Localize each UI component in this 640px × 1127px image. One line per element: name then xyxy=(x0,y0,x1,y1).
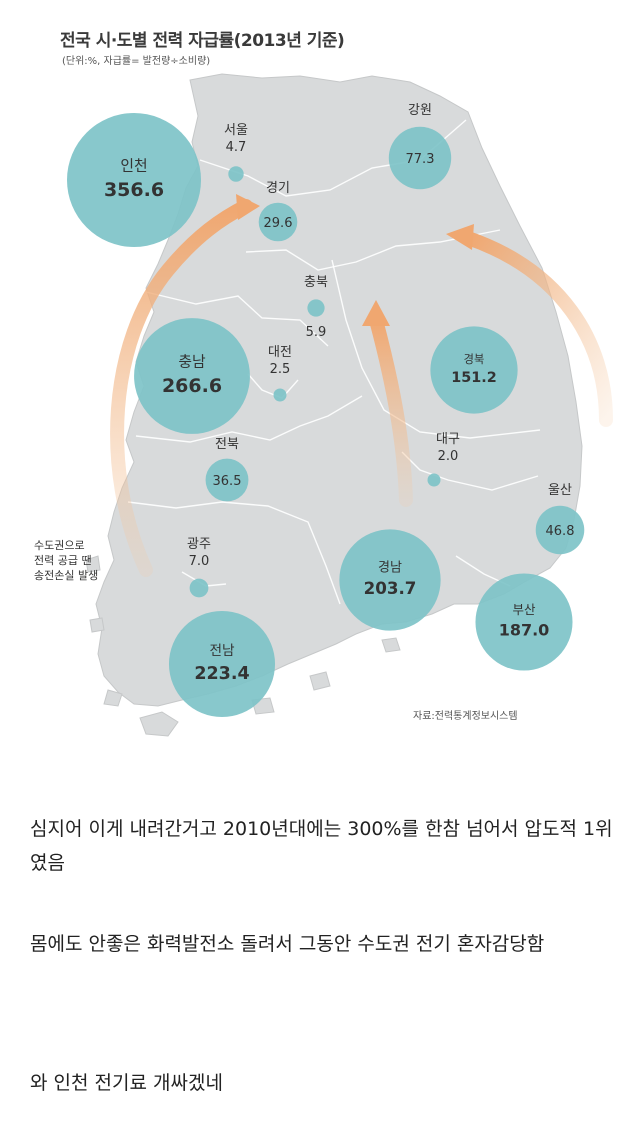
data-label: 223.4 xyxy=(194,664,249,684)
bubble-전북 xyxy=(205,458,249,502)
region-label: 전남 xyxy=(209,643,235,659)
chart-subtitle: (단위:%, 자급률= 발전량÷소비량) xyxy=(62,56,211,67)
bubble-인천 xyxy=(67,113,201,247)
region-label: 강원 xyxy=(408,103,432,118)
transmission-loss-note: 수도권으로 전력 공급 땐 송전손실 발생 xyxy=(34,538,98,583)
bubble-경기 xyxy=(258,202,298,242)
bubble-경북 xyxy=(430,326,518,414)
island xyxy=(103,689,123,707)
data-label: 77.3 xyxy=(406,152,435,167)
chart-title: 전국 시·도별 전력 자급률(2013년 기준) xyxy=(60,31,345,51)
bubble-강원 xyxy=(388,126,452,190)
island xyxy=(89,617,105,633)
data-label: 2.0 xyxy=(438,449,459,464)
data-label: 151.2 xyxy=(451,370,496,386)
region-label: 부산 xyxy=(513,602,536,617)
data-label: 356.6 xyxy=(104,179,164,201)
data-label: 7.0 xyxy=(189,554,210,569)
bubble-대구 xyxy=(427,473,441,487)
region-label: 충남 xyxy=(178,354,206,371)
data-label: 187.0 xyxy=(499,621,550,640)
bubble-경남 xyxy=(339,529,441,631)
region-label: 인천 xyxy=(120,158,147,175)
region-label: 충북 xyxy=(304,275,328,290)
island xyxy=(85,555,101,573)
power-self-sufficiency-map: 서울 4.7 인천 356.6 경기 29.6 강원 77.3 충북 5.9 충남 266.6 대전 2.… xyxy=(34,31,613,737)
region-label: 대전 xyxy=(268,345,292,360)
map-canvas: 서울 4.7 인천 356.6 경기 29.6 강원 77.3 충북 5.9 충남 266.6 대전 2.… xyxy=(67,73,613,737)
island xyxy=(309,671,331,691)
region-label: 대구 xyxy=(436,432,460,447)
flow-arrow-east xyxy=(446,224,613,427)
flow-arrow-center xyxy=(362,300,413,507)
region-label: 울산 xyxy=(548,483,572,498)
bubble-충북 xyxy=(307,299,325,317)
post-paragraph-1: 심지어 이게 내려간거고 2010년대에는 300%를 한참 넘어서 압도적 1… xyxy=(30,818,613,874)
region-label: 경북 xyxy=(464,352,485,366)
bubble-충남 xyxy=(134,318,250,434)
bubble-대전 xyxy=(273,388,287,402)
data-label: 36.5 xyxy=(213,474,242,489)
flow-arrow-west xyxy=(110,194,260,577)
bubble-서울 xyxy=(228,166,244,182)
note-line: 송전손실 발생 xyxy=(34,569,99,582)
data-label: 2.5 xyxy=(270,362,291,377)
data-label: 29.6 xyxy=(264,216,293,231)
region-label: 서울 xyxy=(224,123,248,138)
island xyxy=(381,637,401,653)
region-label: 경남 xyxy=(378,561,402,576)
bubble-광주 xyxy=(189,578,209,598)
province-borders xyxy=(127,119,541,605)
post-paragraph-2: 몸에도 안좋은 화력발전소 돌려서 그동안 수도권 전기 혼자감당함 xyxy=(30,933,545,955)
data-label: 266.6 xyxy=(162,375,222,397)
bubble-부산 xyxy=(475,573,573,671)
note-line: 전력 공급 땐 xyxy=(34,554,92,567)
bubble-전남 xyxy=(168,610,276,718)
island xyxy=(139,711,179,737)
source-credit: 자료:전력통계정보시스템 xyxy=(413,711,518,722)
data-label: 203.7 xyxy=(364,578,417,598)
data-label: 4.7 xyxy=(226,140,247,155)
data-label: 5.9 xyxy=(306,325,327,340)
region-label: 경기 xyxy=(266,181,290,196)
post-paragraph-3: 와 인천 전기료 개싸겠네 xyxy=(30,1072,223,1094)
note-line: 수도권으로 xyxy=(34,539,85,552)
data-label: 46.8 xyxy=(546,524,575,539)
bubble-울산 xyxy=(535,505,585,555)
region-label: 광주 xyxy=(187,537,211,552)
region-label: 전북 xyxy=(215,437,239,452)
